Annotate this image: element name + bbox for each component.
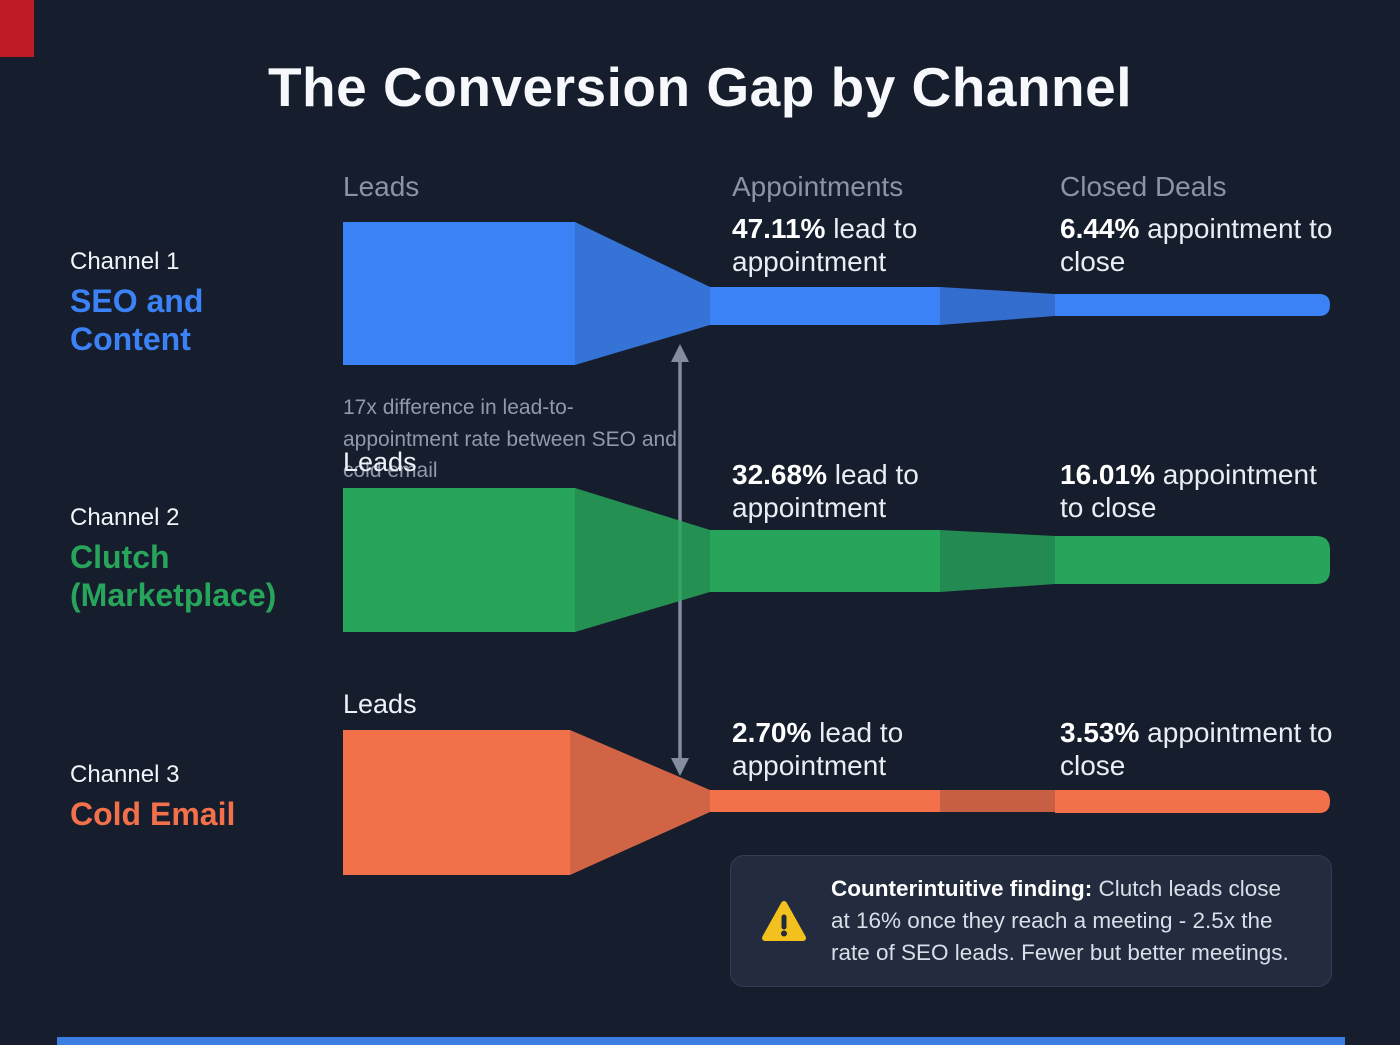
ch3-leads-label: Leads [343,689,417,719]
funnel-channel-2 [343,488,1330,632]
callout-text-bold: Counterintuitive finding: [831,876,1093,902]
arrow-head-up [671,344,689,362]
funnel-channel-1 [343,222,1330,365]
warning-triangle-icon [762,901,806,941]
ch1-taper-segment [575,222,710,365]
channel-3-label: Channel 3 Cold Email [70,761,320,833]
ch2-appointment-to-close-stat: 16.01% appointment to close [1060,458,1335,524]
ch3-taper-segment [570,730,710,875]
channel-1-label: Channel 1 SEO and Content [70,248,250,359]
ch2-leads-label: Leads [343,447,417,477]
callout-box: Counterintuitive finding: Clutch leads c… [730,855,1332,987]
stat-value: 16.01% [1060,459,1155,490]
warning-exclamation-dot [781,930,787,937]
stat-label: lead to appointment [732,213,918,278]
ch2-taper2-segment [940,530,1055,592]
stat-value: 3.53% [1060,717,1140,748]
ch2-leads-segment [343,488,575,632]
ch3-appointment-to-close-stat: 3.53% appointment to close [1060,716,1335,782]
ch1-closed-segment [1055,294,1330,316]
ch3-closed-segment [1055,790,1330,813]
corner-red-mark [0,0,34,57]
ch1-lead-to-appointment-stat: 47.11% lead to appointment [732,212,967,278]
stat-label: appointment to close [1060,213,1333,278]
bottom-accent-bar [57,1037,1345,1045]
stat-value: 47.11% [732,213,826,244]
stat-label: appointment to close [1060,459,1317,524]
channel-name: Clutch (Marketplace) [70,539,277,614]
channel-number: Channel 3 [70,761,180,788]
annotation-17x: 17x difference in lead-to-appointment ra… [343,396,677,482]
ch1-taper2-segment [940,287,1055,325]
callout-text: Counterintuitive finding: Clutch leads c… [831,873,1301,969]
channel-number: Channel 2 [70,504,180,531]
column-header-appointments: Appointments [732,171,904,202]
ch1-appointments-segment [710,287,940,325]
ch3-taper2-segment [940,790,1055,812]
column-header-closed-deals: Closed Deals [1060,171,1227,202]
ch3-appointments-segment [710,790,940,812]
stat-label: lead to appointment [732,459,919,524]
arrow-head-down [671,758,689,776]
ch2-appointments-segment [710,530,940,592]
channel-name: Cold Email [70,796,236,832]
ch1-appointment-to-close-stat: 6.44% appointment to close [1060,212,1335,278]
ch3-lead-to-appointment-stat: 2.70% lead to appointment [732,716,967,782]
stat-label: lead to appointment [732,717,904,782]
stat-label: appointment to close [1060,717,1333,782]
callout-text-body: Clutch leads close at 16% once they reac… [831,876,1289,965]
channel-2-label: Channel 2 Clutch (Marketplace) [70,504,320,615]
stat-value: 6.44% [1060,213,1140,244]
stat-value: 2.70% [732,717,812,748]
stat-value: 32.68% [732,459,827,490]
column-header-leads: Leads [343,171,420,202]
page-title: The Conversion Gap by Channel [267,56,1133,118]
ch1-leads-segment [343,222,575,365]
ch2-lead-to-appointment-stat: 32.68% lead to appointment [732,458,967,524]
ch2-closed-segment [1055,536,1330,584]
channel-number: Channel 1 [70,248,180,275]
funnel-channel-3 [343,730,1330,875]
ch2-taper-segment [575,488,710,632]
channel-name: SEO and Content [70,283,204,358]
ch3-leads-segment [343,730,570,875]
